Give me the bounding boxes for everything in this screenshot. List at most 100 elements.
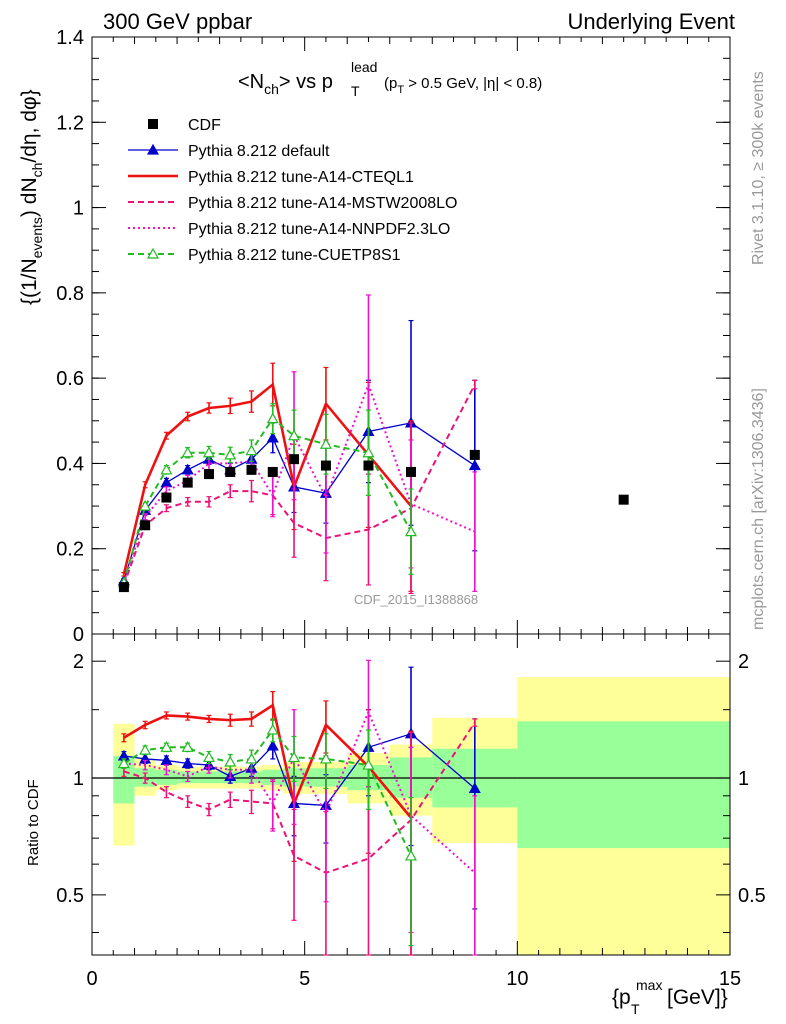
svg-text:<Nch> vs p: <Nch> vs p [238, 71, 333, 97]
ratio-band-inner [155, 769, 178, 785]
cdf-data-point [363, 460, 374, 471]
y-label-p1: {(1/N [18, 258, 41, 305]
legend-label: Pythia 8.212 tune-A14-MSTW2008LO [188, 195, 457, 212]
ratio-marker-default [160, 754, 173, 766]
title-main-sub: ch [264, 81, 279, 97]
main-line-default [123, 422, 476, 581]
main-ytick-label: 0.8 [56, 283, 84, 305]
y-label-p3: /dη, dφ} [18, 89, 41, 162]
main-marker-tune-cuetp8s1 [202, 446, 215, 458]
main-marker-default [160, 476, 173, 488]
ratio-ytick-label: 0.5 [56, 885, 84, 907]
main-ytick-label: 0.4 [56, 453, 84, 475]
title-cut-sub: T [397, 84, 404, 96]
cdf-data-point [469, 449, 480, 460]
x-tick-label: 10 [506, 968, 528, 990]
main-marker-tune-cuetp8s1 [404, 525, 418, 537]
ratio-marker-tune-cuetp8s1 [245, 752, 258, 764]
ratio-ytick-label-right: 2 [738, 651, 749, 673]
main-ytick-label: 1 [73, 198, 84, 220]
analysis-watermark: CDF_2015_I1388868 [354, 592, 478, 607]
ratio-line-tune-a14-cteql1 [123, 703, 412, 819]
legend-label: Pythia 8.212 tune-A14-CTEQL1 [188, 169, 414, 186]
main-series-tune-a14-mstw2008lo [121, 379, 478, 595]
cdf-data-point [246, 464, 257, 475]
ratio-band-inner [262, 769, 284, 785]
main-line-tune-a14-nnpdf2-3lo [122, 381, 476, 584]
legend-label: CDF [188, 117, 221, 134]
y-label-p2-sub: ch [29, 163, 45, 178]
ratio-marker-default [468, 782, 481, 794]
legend-label: Pythia 8.212 tune-CUETP8S1 [188, 247, 401, 264]
main-series-cdf-data [118, 449, 629, 593]
main-marker-default [468, 459, 481, 471]
cdf-data-point [618, 494, 629, 505]
x-label-sup: max [636, 977, 662, 993]
x-axis-label: {p max T [GeV]} [612, 977, 728, 1017]
ratio-axis-label: Ratio to CDF [25, 779, 42, 866]
y-label-p2: ) dN [18, 177, 41, 217]
ratio-series-tune-a14-cteql1 [121, 690, 414, 956]
ratio-marker-tune-cuetp8s1 [288, 751, 301, 763]
mcplots-label: mcplots.cern.ch [arXiv:1306.3436] [750, 388, 767, 630]
cdf-data-point [140, 520, 151, 531]
main-series-default [117, 319, 481, 586]
legend-swatch-marker [146, 247, 160, 259]
ratio-band-inner [198, 771, 220, 784]
ratio-marker-default [266, 739, 279, 751]
ratio-marker-tune-cuetp8s1 [139, 743, 152, 755]
ratio-series-tune-cuetp8s1 [117, 718, 418, 947]
x-tick-label: 5 [299, 968, 310, 990]
legend-swatch-cdf [148, 119, 158, 129]
x-label-p1: {p [612, 986, 631, 1009]
ratio-marker-tune-cuetp8s1 [117, 757, 130, 769]
main-ytick-label: 1.2 [56, 112, 84, 134]
ratio-marker-tune-cuetp8s1 [362, 758, 375, 770]
cdf-data-point [203, 469, 214, 480]
ratio-marker-default [181, 757, 194, 769]
main-marker-tune-cuetp8s1 [362, 446, 375, 458]
legend-entry: Pythia 8.212 tune-A14-NNPDF2.3LO [128, 221, 450, 238]
legend-label: Pythia 8.212 tune-A14-NNPDF2.3LO [188, 221, 450, 238]
ratio-marker-tune-cuetp8s1 [319, 752, 332, 764]
main-series-tune-a14-cteql1 [121, 362, 414, 592]
cdf-data-point [182, 477, 193, 488]
legend: CDF Pythia 8.212 default Pythia 8.212 tune… [128, 117, 457, 264]
main-marker-tune-cuetp8s1 [319, 438, 332, 449]
main-marker-tune-cuetp8s1 [181, 446, 194, 458]
ratio-ytick-label-right: 1 [738, 768, 749, 790]
legend-swatch-marker [146, 143, 160, 155]
main-marker-default [266, 431, 279, 443]
main-marker-tune-cuetp8s1 [160, 463, 173, 475]
ratio-panel: 0.5 0.5 1 1 2 2 0 5 10 15 [56, 633, 766, 990]
x-tick-label: 15 [719, 968, 741, 990]
header-right: Underlying Event [567, 9, 735, 34]
ratio-marker-tune-cuetp8s1 [224, 755, 237, 767]
rivet-label: Rivet 3.1.10, ≥ 300k events [750, 71, 767, 265]
main-line-tune-a14-cteql1 [122, 382, 412, 575]
cdf-data-point [118, 582, 129, 593]
main-marker-tune-cuetp8s1 [139, 499, 152, 511]
legend-entry: CDF [148, 117, 221, 134]
ratio-marker-tune-cuetp8s1 [160, 741, 173, 752]
x-label-p2: [GeV]} [667, 986, 728, 1009]
cdf-data-point [267, 466, 278, 477]
ratio-marker-tune-cuetp8s1 [202, 751, 215, 763]
plot-title: <Nch> vs p lead T (pT > 0.5 GeV, |η| < 0… [238, 59, 542, 99]
x-tick-label: 0 [86, 968, 97, 990]
main-panel: 0 0.2 0.4 0.6 0.8 1 1.2 1.4 [56, 27, 731, 646]
legend-entry: Pythia 8.212 tune-A14-CTEQL1 [128, 169, 414, 186]
legend-label: Pythia 8.212 default [188, 143, 330, 160]
ratio-line-tune-a14-nnpdf2-3lo [123, 709, 476, 874]
title-main: <N [238, 71, 264, 93]
main-line-tune-a14-mstw2008lo [122, 384, 476, 586]
y-axis-label: {(1/Nevents) dNch/dη, dφ} [18, 89, 45, 305]
title-sup: lead [351, 59, 377, 75]
main-line-tune-cuetp8s1 [122, 417, 412, 584]
legend-entry: Pythia 8.212 default [128, 143, 330, 160]
ratio-ytick-label-right: 0.5 [738, 885, 766, 907]
legend-entry: Pythia 8.212 tune-CUETP8S1 [128, 247, 401, 264]
ratio-marker-tune-cuetp8s1 [404, 849, 418, 861]
cdf-data-point [320, 460, 331, 471]
cdf-data-point [406, 466, 416, 477]
